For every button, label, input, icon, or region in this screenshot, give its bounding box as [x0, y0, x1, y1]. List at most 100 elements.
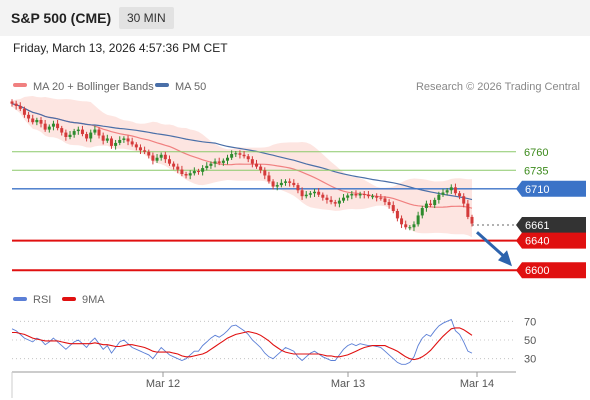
- candle-body: [416, 215, 420, 225]
- candle-body: [22, 108, 26, 115]
- candle-body: [213, 161, 217, 164]
- candle-body: [196, 171, 200, 173]
- candle-body: [201, 168, 205, 172]
- candle-body: [391, 205, 395, 211]
- candle-body: [163, 154, 167, 160]
- candle-body: [188, 173, 192, 176]
- candle-body: [109, 138, 113, 146]
- candle-body: [313, 191, 317, 194]
- candle-body: [395, 211, 399, 219]
- candle-body: [433, 199, 437, 206]
- ma50-legend-swatch: [155, 83, 169, 87]
- candle-body: [180, 169, 184, 174]
- candle-body: [375, 196, 379, 198]
- candle-body: [408, 227, 412, 229]
- candle-body: [246, 156, 250, 160]
- candle-body: [296, 185, 300, 191]
- candle-body: [288, 181, 292, 183]
- candle-body: [43, 123, 47, 130]
- candle-body: [192, 171, 196, 174]
- candle-body: [350, 193, 354, 196]
- level-label-6760: 6760: [524, 147, 548, 159]
- candle-body: [362, 193, 366, 195]
- candle-body: [470, 216, 474, 224]
- level-tag-6661: [516, 217, 586, 234]
- candle-body: [420, 208, 424, 216]
- candle-body: [39, 119, 43, 124]
- candle-body: [371, 196, 375, 198]
- candle-body: [18, 105, 22, 109]
- time-tick-label: Mar 12: [146, 378, 180, 390]
- bollinger-band: [12, 96, 472, 238]
- rsi-tick-30: 30: [524, 354, 536, 366]
- candle-body: [412, 224, 416, 228]
- candle-body: [51, 123, 55, 127]
- candle-body: [118, 139, 122, 143]
- candle-body: [155, 157, 159, 161]
- level-tag-6600: [516, 262, 586, 279]
- level-label-6735: 6735: [524, 165, 548, 177]
- level-label-6640: 6640: [525, 236, 549, 248]
- candle-body: [47, 126, 51, 130]
- ma20-legend-swatch: [13, 83, 27, 87]
- candle-body: [321, 194, 325, 198]
- candle-body: [275, 185, 279, 187]
- candle-body: [114, 142, 118, 146]
- candle-body: [354, 193, 358, 196]
- candle-body: [379, 197, 383, 199]
- rsi-tick-70: 70: [524, 316, 536, 328]
- forecast-arrow-shaft: [475, 231, 508, 260]
- candle-body: [89, 132, 93, 139]
- level-label-6661: 6661: [525, 220, 549, 232]
- candle-body: [250, 159, 254, 164]
- candle-body: [358, 193, 362, 196]
- ma20-legend-label: MA 20 + Bollinger Bands: [33, 81, 154, 93]
- candle-body: [458, 193, 462, 197]
- candle-body: [255, 163, 259, 167]
- candle-body: [130, 141, 134, 145]
- candle-body: [35, 119, 39, 123]
- candle-body: [31, 118, 35, 123]
- price-panel: 6760 6735 6710 6661 6640 6600: [10, 96, 586, 279]
- timeframe-badge[interactable]: 30 MIN: [119, 7, 174, 29]
- candle-body: [462, 196, 466, 204]
- copyright-text: Research © 2026 Trading Central: [416, 81, 580, 93]
- level-label-6710: 6710: [525, 184, 549, 196]
- candle-body: [27, 114, 31, 119]
- candle-body: [159, 154, 163, 158]
- candle-body: [325, 197, 329, 200]
- candle-body: [329, 199, 333, 203]
- candle-body: [279, 182, 283, 186]
- candle-body: [205, 165, 209, 169]
- candle-body: [453, 187, 457, 194]
- candle-body: [143, 150, 147, 152]
- candle-body: [76, 129, 80, 132]
- candle-body: [10, 101, 14, 104]
- candle-body: [230, 154, 234, 158]
- candle-body: [60, 128, 64, 133]
- candle-body: [263, 170, 267, 176]
- candle-body: [209, 163, 213, 166]
- candle-body: [337, 200, 341, 204]
- rsi-legend-swatch: [13, 297, 27, 301]
- candle-body: [271, 181, 275, 187]
- candle-body: [300, 190, 304, 197]
- candle-body: [317, 191, 321, 195]
- ma50-line: [11, 103, 473, 201]
- candle-body: [72, 131, 76, 135]
- candle-body: [304, 194, 308, 197]
- forecast-arrow-head: [498, 250, 512, 267]
- candle-body: [93, 129, 97, 133]
- candle-body: [466, 203, 470, 217]
- candle-body: [147, 151, 151, 156]
- time-tick-label: Mar 13: [331, 378, 365, 390]
- candle-body: [366, 194, 370, 197]
- candle-body: [424, 203, 428, 209]
- candle-body: [292, 182, 296, 186]
- candle-body: [56, 123, 60, 129]
- candle-body: [284, 181, 288, 183]
- level-tag-6710: [516, 180, 586, 197]
- candle-body: [221, 160, 225, 163]
- rsi-ma-legend-swatch: [62, 297, 76, 301]
